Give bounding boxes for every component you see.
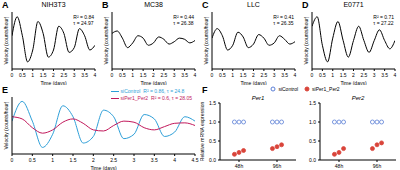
svg-text:0.5: 0.5 — [319, 72, 326, 78]
svg-text:1.5: 1.5 — [209, 100, 216, 106]
html-text:B: B — [102, 0, 109, 10]
svg-text:1.5: 1.5 — [309, 100, 316, 106]
html-text:LLC: LLC — [247, 1, 260, 8]
svg-text:Relative mRNA expression: Relative mRNA expression — [200, 102, 205, 162]
svg-text:0.5: 0.5 — [119, 72, 126, 78]
svg-text:Velocity (counts/hour): Velocity (counts/hour) — [8, 16, 9, 64]
svg-text:Time (days): Time (days) — [240, 80, 267, 85]
svg-text:2: 2 — [252, 72, 255, 78]
html-text:R² = 0.44: R² = 0.44 — [173, 14, 194, 20]
svg-text:4.5: 4.5 — [192, 157, 199, 163]
svg-text:Velocity (counts/hour): Velocity (counts/hour) — [8, 101, 9, 149]
svg-text:3.5: 3.5 — [181, 72, 188, 78]
html-text:MC38: MC38 — [144, 1, 163, 8]
html-text:F: F — [202, 85, 208, 95]
svg-text:4: 4 — [194, 72, 197, 78]
svg-text:1.5: 1.5 — [40, 72, 47, 78]
svg-text:4: 4 — [173, 157, 176, 163]
svg-text:1.5: 1.5 — [140, 72, 147, 78]
html-text:siControl: siControl — [278, 86, 299, 92]
html-text:E0771: E0771 — [343, 1, 364, 8]
svg-text:2: 2 — [352, 72, 355, 78]
svg-text:4: 4 — [94, 72, 97, 78]
svg-text:2.5: 2.5 — [60, 72, 67, 78]
svg-text:2: 2 — [152, 72, 155, 78]
html-text:Per2: Per2 — [351, 95, 365, 101]
svg-text:1: 1 — [51, 157, 54, 163]
html-text:E: E — [2, 85, 8, 95]
svg-text:Velocity (counts/hour): Velocity (counts/hour) — [103, 16, 109, 64]
svg-text:Time (days): Time (days) — [90, 165, 117, 170]
svg-text:4: 4 — [294, 72, 297, 78]
html-text:siControl R² = 0.86, τ = 24.8: siControl R² = 0.86, τ = 24.8 — [120, 88, 185, 94]
html-text:NIH3T3: NIH3T3 — [41, 1, 66, 8]
svg-text:0.5: 0.5 — [309, 138, 316, 144]
svg-text:96h: 96h — [273, 163, 282, 169]
svg-text:3: 3 — [133, 157, 136, 163]
html-text:R² = 0.41: R² = 0.41 — [273, 14, 294, 20]
html-text:siPer1_Per2 R² = 0.6, τ = 28.0: siPer1_Per2 R² = 0.6, τ = 28.05 — [120, 95, 192, 101]
svg-text:0: 0 — [111, 72, 114, 78]
svg-text:2: 2 — [52, 72, 55, 78]
html-text:A: A — [2, 0, 9, 10]
svg-text:3: 3 — [73, 72, 76, 78]
svg-text:Time (days): Time (days) — [140, 80, 167, 85]
svg-text:1.5: 1.5 — [240, 72, 247, 78]
svg-text:96h: 96h — [373, 163, 382, 169]
svg-text:1.0: 1.0 — [309, 119, 316, 125]
svg-text:Velocity (counts/hour): Velocity (counts/hour) — [203, 16, 209, 64]
html-text:τ = 27.22: τ = 27.22 — [373, 20, 394, 26]
html-text:Per1: Per1 — [251, 95, 265, 101]
svg-text:1.5: 1.5 — [70, 157, 77, 163]
svg-text:Time (days): Time (days) — [340, 80, 367, 85]
svg-text:0.0: 0.0 — [309, 157, 316, 163]
html-text:τ = 24.97: τ = 24.97 — [73, 20, 94, 26]
svg-text:0.5: 0.5 — [29, 157, 36, 163]
svg-text:1.0: 1.0 — [209, 119, 216, 125]
svg-text:1: 1 — [231, 72, 234, 78]
svg-text:0.0: 0.0 — [209, 157, 216, 163]
svg-text:0: 0 — [11, 157, 14, 163]
svg-text:0: 0 — [211, 72, 214, 78]
svg-text:1: 1 — [131, 72, 134, 78]
svg-text:2: 2 — [92, 157, 95, 163]
svg-text:1.5: 1.5 — [340, 72, 347, 78]
html-text:D: D — [302, 0, 309, 10]
svg-text:3: 3 — [173, 72, 176, 78]
svg-text:0: 0 — [311, 72, 314, 78]
svg-text:2.5: 2.5 — [160, 72, 167, 78]
svg-text:3.5: 3.5 — [381, 72, 388, 78]
svg-text:3: 3 — [273, 72, 276, 78]
svg-text:0.5: 0.5 — [219, 72, 226, 78]
svg-text:48h: 48h — [335, 163, 344, 169]
svg-text:1: 1 — [331, 72, 334, 78]
svg-text:0: 0 — [11, 72, 14, 78]
svg-text:2.5: 2.5 — [360, 72, 367, 78]
html-text:R² = 0.84: R² = 0.84 — [73, 14, 94, 20]
svg-text:3: 3 — [373, 72, 376, 78]
svg-text:2.5: 2.5 — [260, 72, 267, 78]
svg-text:Time (days): Time (days) — [40, 80, 67, 85]
html-text:τ = 26.38: τ = 26.38 — [173, 20, 194, 26]
html-text:R² = 0.71: R² = 0.71 — [373, 14, 394, 20]
svg-text:2.5: 2.5 — [110, 157, 117, 163]
svg-text:3.5: 3.5 — [151, 157, 158, 163]
svg-text:0.5: 0.5 — [19, 72, 26, 78]
svg-text:Velocity (counts/hour): Velocity (counts/hour) — [303, 16, 309, 64]
svg-text:3.5: 3.5 — [281, 72, 288, 78]
html-text:siPer1_Per2: siPer1_Per2 — [312, 86, 340, 92]
svg-text:3.5: 3.5 — [81, 72, 88, 78]
html-text:τ = 26.35: τ = 26.35 — [273, 20, 294, 26]
svg-text:0.5: 0.5 — [209, 138, 216, 144]
html-text:C: C — [202, 0, 209, 10]
svg-text:1: 1 — [31, 72, 34, 78]
svg-text:48h: 48h — [235, 163, 244, 169]
